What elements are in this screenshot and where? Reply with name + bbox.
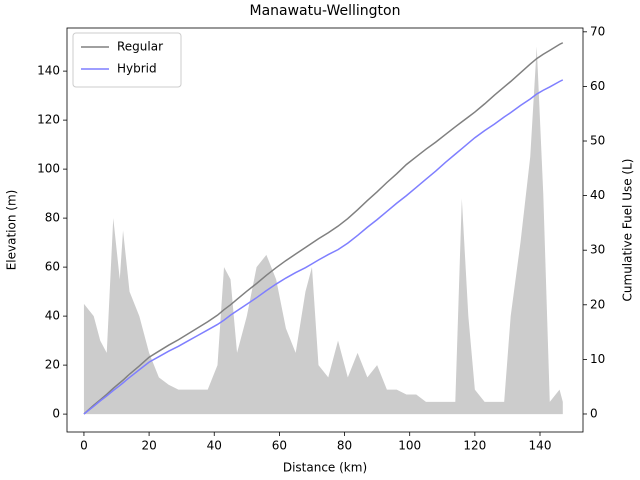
y2-tick-label: 30	[590, 243, 605, 257]
x-tick-label: 40	[207, 439, 222, 453]
x-tick-label: 100	[398, 439, 421, 453]
y2-tick-label: 50	[590, 134, 605, 148]
x-tick-label: 120	[463, 439, 486, 453]
y-tick-label: 40	[45, 309, 60, 323]
fuel-line	[83, 42, 564, 415]
x-tick-label: 20	[141, 439, 156, 453]
y-axis-label: Elevation (m)	[5, 190, 19, 271]
y2-tick-label: 40	[590, 188, 605, 202]
x-tick-label: 80	[337, 439, 352, 453]
fuel-line	[83, 79, 564, 415]
y2-tick-label: 0	[590, 406, 598, 420]
x-tick-label: 140	[529, 439, 552, 453]
y2-axis-label: Cumulative Fuel Use (L)	[621, 159, 635, 302]
y-tick-label: 120	[37, 113, 60, 127]
y-tick-label: 80	[45, 211, 60, 225]
legend-label: Regular	[117, 40, 163, 54]
y2-tick-label: 20	[590, 297, 605, 311]
y-tick-label: 0	[52, 407, 60, 421]
legend-label: Hybrid	[117, 62, 157, 76]
x-tick-label: 0	[80, 439, 88, 453]
chart-title: Manawatu-Wellington	[250, 3, 401, 19]
x-tick-label: 60	[272, 439, 287, 453]
y-tick-label: 60	[45, 260, 60, 274]
x-axis-label: Distance (km)	[283, 461, 367, 475]
elevation-area	[83, 46, 563, 415]
y2-tick-label: 70	[590, 24, 605, 38]
y-tick-label: 140	[37, 64, 60, 78]
plot-frame	[66, 27, 584, 433]
y2-tick-label: 60	[590, 79, 605, 93]
y2-tick-label: 10	[590, 352, 605, 366]
y-tick-label: 20	[45, 358, 60, 372]
y-tick-label: 100	[37, 162, 60, 176]
